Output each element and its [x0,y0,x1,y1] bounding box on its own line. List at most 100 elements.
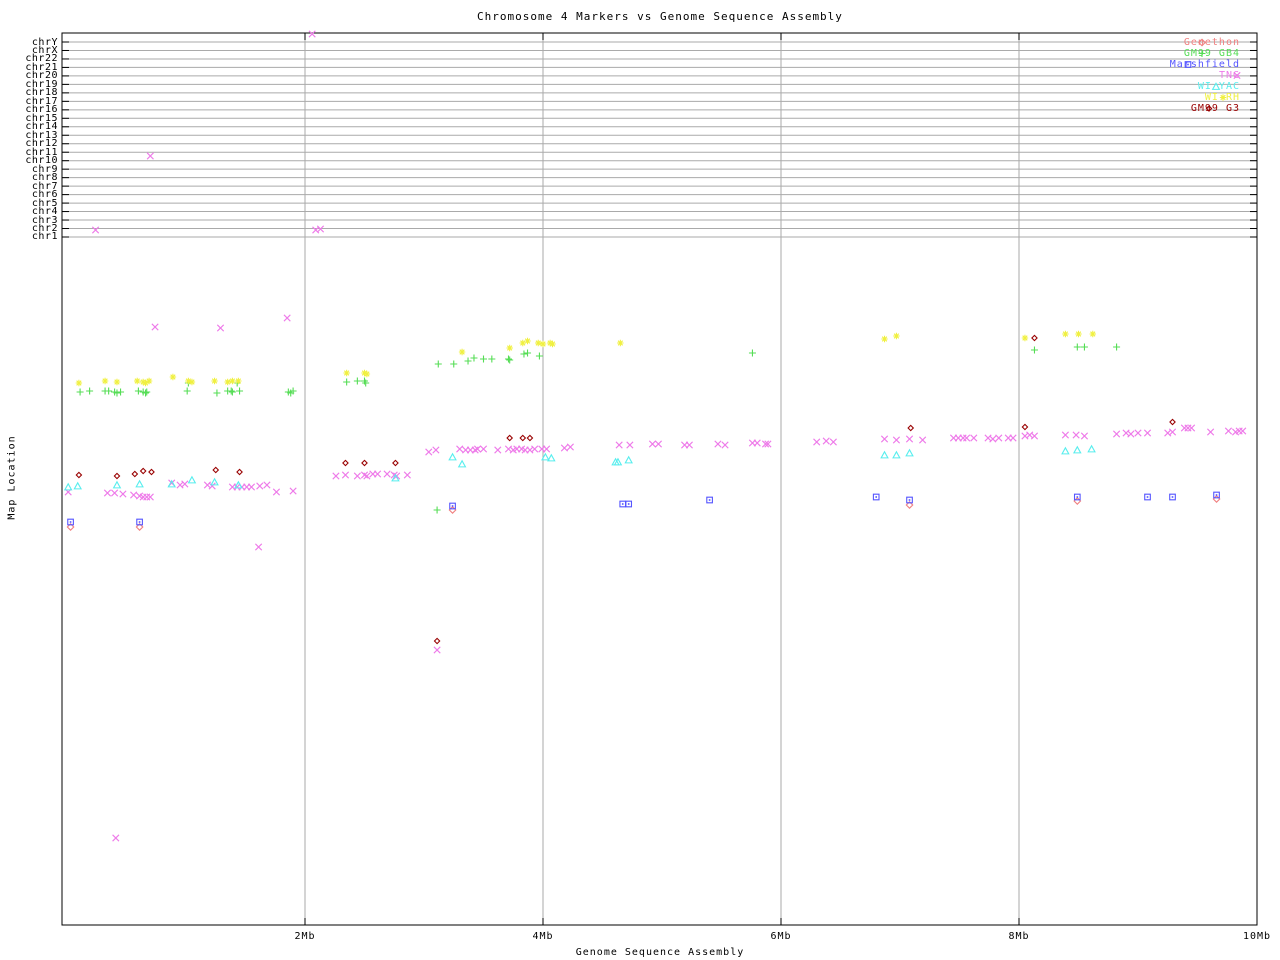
data-point [360,471,369,479]
data-point [1144,493,1151,501]
y-tick-label: chr9 [31,163,58,175]
legend-label: GM99 G3 [1190,103,1240,114]
legend-item-wi-rh: WI RH [1205,92,1240,103]
y-tick-label: chr15 [25,112,58,124]
y-tick-label: chr8 [31,172,58,184]
legend-marker-icon [1184,61,1192,68]
data-point [504,355,512,363]
data-point [316,225,325,233]
data-point [471,446,479,454]
data-point [342,459,349,467]
data-point [547,453,556,462]
data-point [706,496,713,504]
data-point [256,482,264,490]
data-point [361,369,368,377]
data-point [117,388,125,396]
data-point [228,388,236,396]
data-point [880,450,889,459]
series-gm99-g3 [75,334,1176,645]
data-point [1212,495,1221,503]
data-point [648,440,657,448]
data-point [1062,330,1069,338]
data-point [224,378,231,386]
data-point [1112,430,1121,438]
data-point [236,468,243,476]
legend-label: WI RH [1204,92,1240,103]
data-point [1089,330,1096,338]
data-point [111,489,119,497]
data-point [210,477,219,486]
data-point [526,434,534,442]
data-point-dot [69,521,72,523]
data-point [617,339,624,347]
data-point-dot [627,503,630,505]
data-point [213,389,221,397]
data-point [1169,418,1176,426]
data-point [456,445,464,453]
data-point [1169,493,1176,501]
data-point [1031,334,1038,342]
data-point [131,470,139,478]
legend-marker-icon [1219,94,1227,101]
data-point [181,480,189,488]
data-point [721,441,729,449]
data-point-dot [621,503,624,505]
data-point [75,379,83,387]
data-point [488,355,496,363]
data-point [383,470,391,478]
data-point [450,360,458,368]
y-tick-label: chr2 [31,223,58,235]
data-point [432,446,440,454]
legend-marker-icon [1205,105,1213,112]
data-point [139,467,147,475]
data-point [289,487,297,495]
data-point [67,518,74,526]
data-point [881,335,888,343]
data-point-dot [908,499,911,501]
legend-label: GM99 GB4 [1183,48,1240,59]
y-tick-label: chr20 [25,70,58,82]
y-tick-label: chrX [31,44,58,56]
legend-item-wi-yac: WI YAC [1198,81,1240,92]
data-point [148,468,155,476]
data-point [714,440,722,448]
data-point [566,443,574,451]
data-point [449,502,456,510]
data-point [403,471,411,479]
data-point [560,444,569,452]
data-point [1143,429,1152,437]
data-point [146,493,154,501]
data-point [1213,491,1220,499]
data-point [1087,444,1096,453]
data-point [76,388,84,396]
data-point [433,646,441,654]
data-point [362,379,370,387]
data-point [255,543,263,551]
legend-marker-icon [1198,50,1206,57]
data-point [531,445,539,453]
data-point [959,434,967,442]
data-point [343,378,351,386]
data-point-dot [875,496,877,498]
data-point [919,436,927,444]
data-point [332,472,340,480]
data-point [1224,427,1233,435]
data-point [520,350,528,358]
data-point [91,226,100,234]
data-point [211,377,218,385]
data-point [1021,334,1029,342]
data-point [103,489,112,497]
data-point [1030,346,1038,354]
data-point [86,387,94,395]
data-point [892,436,901,444]
data-point [473,445,482,453]
data-point [1168,428,1177,436]
data-point [229,377,236,385]
data-point [761,440,770,448]
x-tick-label: 10Mb [1242,931,1272,942]
data-point [753,439,761,447]
data-point [75,471,83,479]
data-point [227,387,235,395]
y-tick-label: chr3 [31,214,58,226]
